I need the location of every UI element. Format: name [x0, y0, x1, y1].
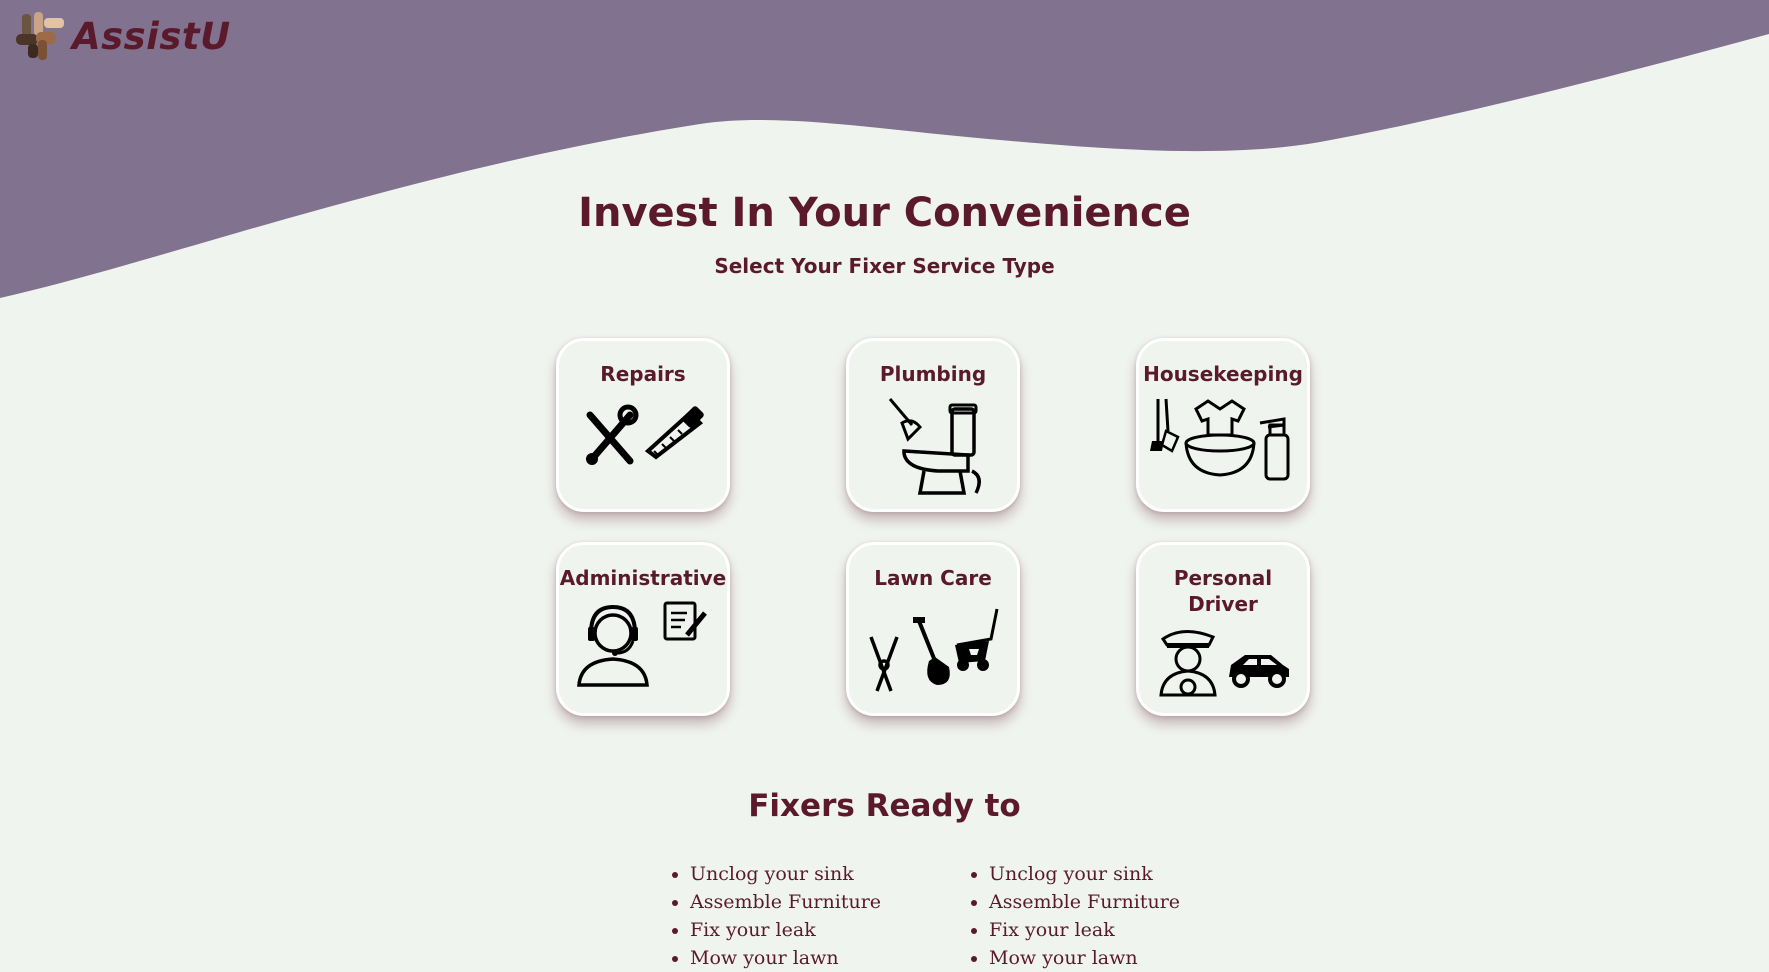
hero-title: Invest In Your Convenience [578, 190, 1191, 236]
garden-tools-icon [869, 608, 999, 692]
list-item: Mow your lawn [690, 944, 881, 972]
fixer-task-list: Unclog your sink Assemble Furniture Fix … [967, 860, 1180, 972]
tools-icon [586, 404, 704, 465]
service-card-title: Repairs [600, 362, 686, 386]
fixers-title: Fixers Ready to [748, 788, 1021, 824]
header-wave [0, 0, 1769, 298]
brand-name: AssistU [72, 14, 231, 58]
service-grid: Repairs Plumbing [556, 338, 1312, 716]
list-item: Fix your leak [989, 916, 1180, 944]
service-card-administrative[interactable]: Administrative [556, 542, 730, 716]
list-item: Unclog your sink [989, 860, 1180, 888]
list-item: Assemble Furniture [989, 888, 1180, 916]
fixer-task-list: Unclog your sink Assemble Furniture Fix … [668, 860, 881, 972]
headset-assistant-icon [577, 601, 707, 687]
service-card-title: Plumbing [879, 362, 987, 386]
service-card-title: Administrative [559, 566, 727, 590]
list-item: Assemble Furniture [690, 888, 881, 916]
service-card-housekeeping[interactable]: Housekeeping [1136, 338, 1310, 512]
toilet-plunger-icon [888, 398, 981, 495]
hero-subtitle: Select Your Fixer Service Type [714, 254, 1055, 278]
laundry-cleaning-icon [1150, 398, 1290, 481]
service-card-personal-driver[interactable]: Personal Driver [1136, 542, 1310, 716]
list-item: Fix your leak [690, 916, 881, 944]
list-item: Mow your lawn [989, 944, 1180, 972]
chauffeur-car-icon [1159, 630, 1289, 697]
service-card-title: Lawn Care [874, 566, 992, 590]
service-card-repairs[interactable]: Repairs [556, 338, 730, 512]
list-item: Unclog your sink [690, 860, 881, 888]
stacked-hands-icon [16, 12, 64, 60]
service-card-title: Personal Driver [1173, 566, 1273, 616]
brand-logo[interactable]: AssistU [14, 10, 231, 62]
service-card-title: Housekeeping [1143, 362, 1303, 386]
service-card-lawn-care[interactable]: Lawn Care [846, 542, 1020, 716]
service-card-plumbing[interactable]: Plumbing [846, 338, 1020, 512]
